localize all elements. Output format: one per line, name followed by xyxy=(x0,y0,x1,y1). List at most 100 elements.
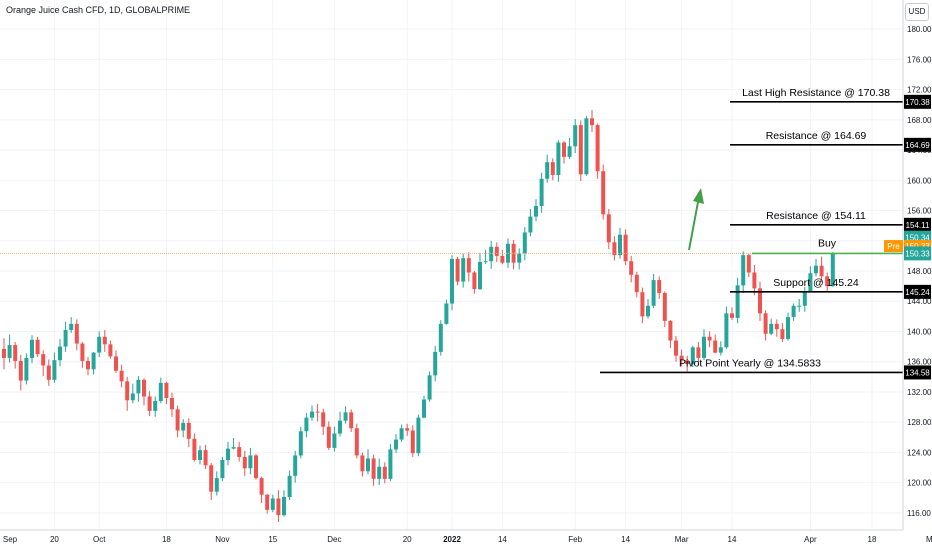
candle xyxy=(606,209,611,250)
candle-body xyxy=(483,261,488,263)
candle xyxy=(802,286,807,312)
candle-body xyxy=(478,261,482,290)
level-badge xyxy=(904,365,931,380)
level-badge xyxy=(904,137,931,152)
candle xyxy=(702,329,706,361)
x-tick-label: 15 xyxy=(268,535,277,544)
candle xyxy=(147,391,152,417)
level-label: Resistance @ 154.11 xyxy=(766,210,866,222)
candle xyxy=(623,229,628,265)
currency-button[interactable]: USD xyxy=(905,3,929,21)
candle-body xyxy=(91,352,96,370)
candle xyxy=(248,447,253,475)
candle-body xyxy=(35,339,40,355)
candle-body xyxy=(254,455,258,479)
candle-body xyxy=(24,357,29,381)
candle-body xyxy=(606,214,611,243)
candle-body xyxy=(567,146,572,157)
y-tick-label: 128.00 xyxy=(907,418,932,427)
candle xyxy=(444,299,449,325)
level-badge-text: 134.58 xyxy=(905,368,930,377)
candle xyxy=(181,419,186,438)
last-price-badge xyxy=(904,246,931,261)
candle xyxy=(24,353,29,385)
candle-body xyxy=(13,345,18,361)
candle xyxy=(405,423,410,436)
candle-body xyxy=(522,232,527,254)
candle-body xyxy=(80,343,85,361)
x-tick-label: 20 xyxy=(403,535,412,544)
level-badge-text: 145.24 xyxy=(905,288,930,297)
candle-body xyxy=(164,382,169,398)
candle xyxy=(231,438,236,450)
candle xyxy=(366,449,370,475)
last-price-text: 150.33 xyxy=(905,249,930,258)
candle xyxy=(584,116,589,176)
candle-body xyxy=(830,253,835,287)
candle-body xyxy=(360,455,365,472)
candle xyxy=(102,329,107,352)
candle xyxy=(472,271,477,294)
candle-body xyxy=(394,439,398,450)
candle xyxy=(259,476,264,504)
candle-body xyxy=(304,417,309,432)
candle-body xyxy=(237,447,242,457)
candle-body xyxy=(265,494,270,510)
candle-body xyxy=(170,397,174,410)
candle xyxy=(774,319,779,337)
candle xyxy=(7,334,12,363)
candle-body xyxy=(623,234,628,262)
candle xyxy=(304,413,309,438)
candle-body xyxy=(321,412,326,427)
candle xyxy=(679,349,684,367)
candle xyxy=(791,303,796,321)
candle xyxy=(707,331,712,348)
candle xyxy=(545,154,550,183)
candle xyxy=(282,490,286,517)
x-tick-label: 14 xyxy=(621,535,630,544)
candle xyxy=(556,140,561,182)
candle-body xyxy=(438,323,443,352)
candle-body xyxy=(58,346,62,361)
candle-body xyxy=(578,125,583,175)
candle-body xyxy=(422,399,426,418)
candle xyxy=(685,355,690,372)
x-tick-label: 14 xyxy=(728,535,737,544)
candle xyxy=(276,490,281,522)
candle-body xyxy=(517,253,522,263)
candle-body xyxy=(612,242,617,256)
candle-body xyxy=(550,162,555,176)
x-tick-label: 20 xyxy=(50,535,59,544)
y-tick-label: 144.00 xyxy=(907,297,932,306)
candle-body xyxy=(86,360,90,370)
buy-label: Buy xyxy=(818,237,837,249)
candle-body xyxy=(573,125,578,147)
candle xyxy=(214,471,219,496)
y-tick-label: 120.00 xyxy=(907,479,932,488)
candle xyxy=(651,274,656,309)
candle-body xyxy=(102,336,107,345)
candle xyxy=(752,264,757,296)
candle xyxy=(74,319,79,351)
candle xyxy=(741,251,746,293)
candle-body xyxy=(248,455,253,469)
candle-body xyxy=(153,401,158,411)
candle-body xyxy=(511,243,516,263)
x-tick-label: Nov xyxy=(215,535,229,544)
candle-body xyxy=(147,396,152,411)
candle xyxy=(735,277,740,324)
candle xyxy=(478,252,482,290)
candle-body xyxy=(466,258,471,273)
candle xyxy=(52,352,57,383)
time-axis[interactable]: Sep 20 Oct 18 Nov 15 Dec 20 2022 14 Feb 14 Mar 14 Apr 1… xyxy=(0,529,932,544)
candle-body xyxy=(601,171,606,215)
candle xyxy=(80,342,85,368)
candle-body xyxy=(343,412,348,421)
candle xyxy=(97,331,102,358)
candle-body xyxy=(618,234,622,256)
candle xyxy=(416,414,421,457)
candle xyxy=(718,341,723,356)
candlestick-series xyxy=(2,109,835,522)
high-badge-text: 150.34 xyxy=(905,234,930,243)
